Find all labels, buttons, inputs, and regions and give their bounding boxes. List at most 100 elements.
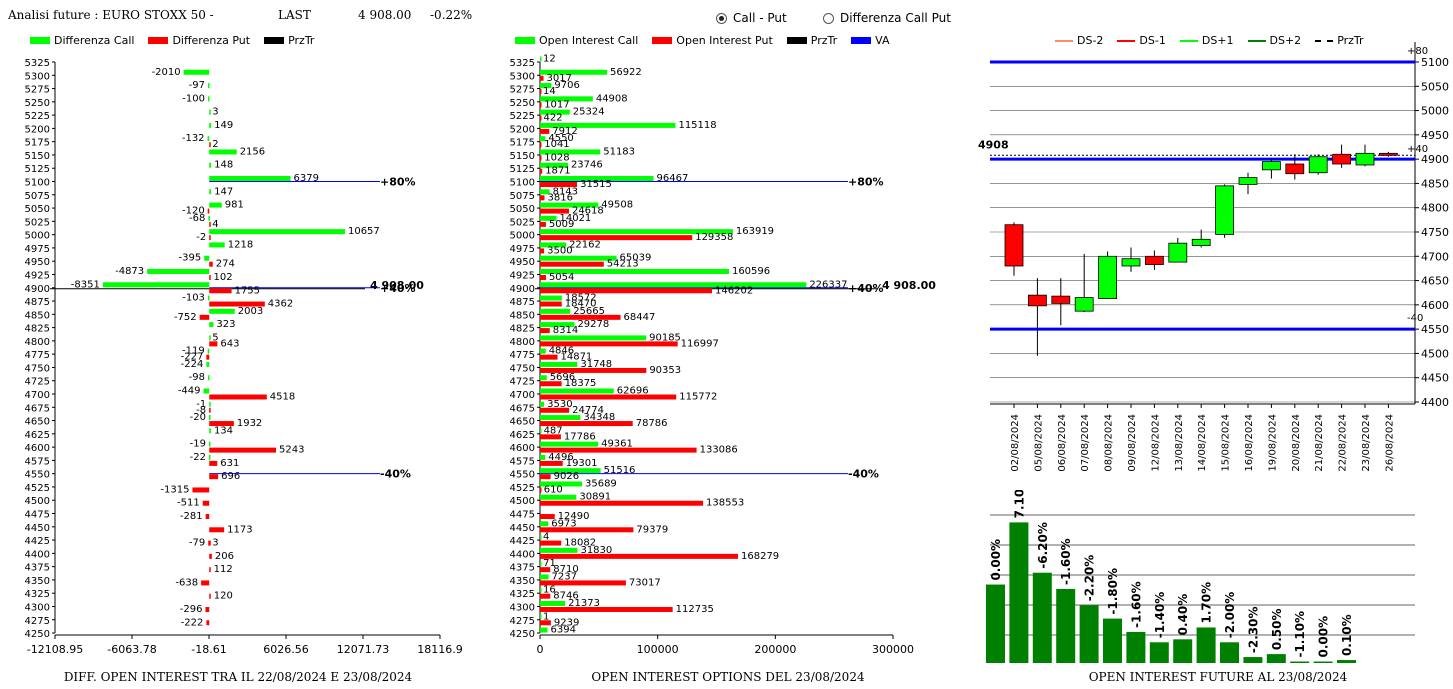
strike-tick-label: 4500 [25, 496, 50, 507]
radio-differenza[interactable]: Differenza Call Put [823, 11, 951, 25]
strike-tick-label: 5200 [25, 124, 50, 135]
bar [209, 142, 211, 148]
bar [206, 354, 210, 360]
strike-tick-label: 5050 [25, 204, 50, 215]
bar [540, 102, 542, 108]
x-tick-label: 18116.9 [417, 643, 463, 656]
strike-tick-label: 4850 [510, 310, 535, 321]
strike-tick-label: 4975 [25, 244, 50, 255]
bar [207, 96, 210, 102]
level-label: -40 [1407, 313, 1423, 324]
bar [540, 189, 550, 195]
bar [540, 388, 614, 394]
swatch [1055, 39, 1073, 42]
candle-body [1378, 152, 1398, 156]
data-label: 1932 [237, 418, 262, 429]
strike-tick-label: 4500 [510, 496, 535, 507]
bar [208, 540, 210, 546]
bar [540, 208, 569, 214]
bar [1149, 642, 1169, 663]
data-label: 56922 [610, 67, 642, 78]
bar [540, 361, 578, 367]
data-label: -119 [182, 346, 205, 357]
bar [540, 367, 647, 373]
x-tick-label: 13/08/2024 [1174, 414, 1185, 472]
data-label: 6394 [551, 625, 576, 636]
bar [540, 481, 582, 487]
data-label: -19 [190, 439, 206, 450]
data-label: 51516 [604, 465, 636, 476]
data-label: 2156 [240, 146, 265, 157]
data-label: 22162 [569, 239, 601, 250]
data-label: 31830 [580, 545, 612, 556]
bar [205, 514, 210, 520]
legend-item: PrzTr [1315, 34, 1364, 47]
data-label: 4846 [549, 346, 574, 357]
radio-call-put[interactable]: Call - Put [716, 11, 787, 25]
radio-selected-icon [716, 12, 727, 24]
bar [1196, 627, 1216, 663]
data-label: 8710 [553, 564, 578, 575]
bar [540, 375, 547, 381]
bar [540, 109, 570, 115]
legend-item: DS-1 [1117, 34, 1166, 47]
strike-tick-label: 4600 [510, 443, 535, 454]
data-label: 90185 [649, 332, 681, 343]
strike-tick-label: 4675 [510, 403, 535, 414]
bar [206, 361, 210, 367]
data-label: 5009 [549, 219, 574, 230]
candle-body [1308, 156, 1328, 174]
y-tick-label: 4900 [1421, 153, 1449, 166]
strike-tick-label: 4250 [510, 629, 535, 640]
strike-tick-label: 5150 [510, 151, 535, 162]
level-marker-label: +80% [380, 176, 416, 189]
data-label: 1017 [544, 99, 569, 110]
data-label: 226337 [809, 279, 847, 290]
bar [540, 600, 566, 606]
bar [540, 128, 550, 134]
data-label: 1871 [545, 166, 570, 177]
bar [209, 261, 213, 267]
bar [209, 567, 211, 573]
candle-body [1098, 255, 1118, 299]
bar [540, 308, 571, 314]
data-label: 19301 [566, 458, 598, 469]
data-label: 49508 [601, 200, 633, 211]
bar [540, 434, 561, 440]
candle-body [1074, 297, 1094, 312]
data-label: 12 [543, 54, 556, 65]
data-label: 160596 [732, 266, 770, 277]
data-label: 3816 [547, 192, 572, 203]
data-label: 9026 [554, 471, 579, 482]
strike-tick-label: 5075 [510, 191, 535, 202]
page-title: Analisi future : EURO STOXX 50 - [8, 8, 214, 22]
data-label: 5054 [549, 272, 574, 283]
bar [1243, 657, 1263, 663]
diff-open-interest-chart: 5325 5300 5275 5250 5225 5200 5175 5150 5125 5100… [25, 58, 463, 656]
data-label: 65039 [620, 253, 652, 264]
bar [1126, 631, 1146, 663]
bar [207, 375, 210, 381]
bar [540, 447, 697, 453]
swatch [1179, 39, 1198, 42]
x-tick-label: 09/08/2024 [1127, 414, 1138, 472]
data-label: 4362 [268, 299, 293, 310]
data-label: -2.00% [1223, 592, 1237, 639]
strike-tick-label: 5275 [25, 85, 50, 96]
strike-tick-label: 4750 [510, 363, 535, 374]
bar [540, 487, 542, 493]
strike-tick-label: 4825 [510, 324, 535, 335]
data-label: 18375 [565, 378, 597, 389]
bar [209, 407, 211, 413]
bar [540, 547, 578, 553]
strike-tick-label: 4525 [510, 483, 535, 494]
strike-tick-label: 5225 [25, 111, 50, 122]
bar [1290, 661, 1310, 663]
strike-tick-label: 4400 [510, 549, 535, 560]
upper-band-label: +40 [1407, 144, 1428, 155]
bar [540, 381, 562, 387]
strike-tick-label: 5025 [510, 217, 535, 228]
data-label: 146202 [715, 285, 753, 296]
candle-body [1191, 238, 1211, 247]
data-label: -2.20% [1083, 555, 1097, 602]
